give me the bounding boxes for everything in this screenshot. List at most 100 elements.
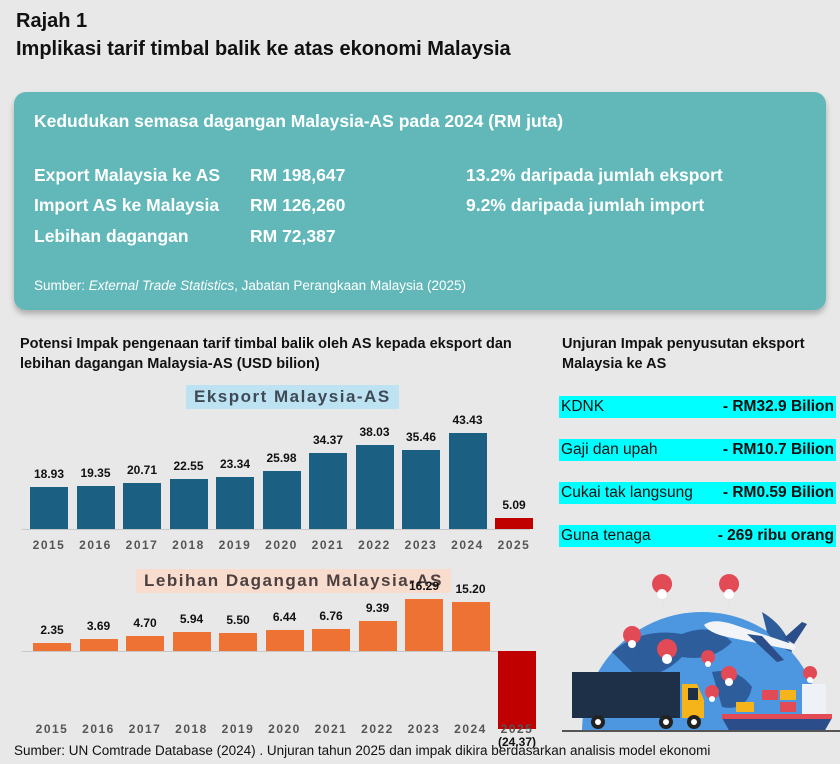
bar-2018 <box>172 631 211 651</box>
bar-value-label: 6.76 <box>319 609 343 624</box>
bar-value-label: 4.70 <box>133 615 157 630</box>
bar-2019 <box>216 477 254 529</box>
bar-2015 <box>30 486 68 529</box>
impact-panel-title: Unjuran Impak penyusutan eksport Malaysi… <box>562 336 805 372</box>
x-axis-tick: 2022 <box>361 722 394 736</box>
chart-baseline <box>22 651 530 652</box>
charts-section-title: Potensi Impak pengenaan tarif timbal bal… <box>20 336 512 372</box>
bar-2020 <box>262 471 301 529</box>
bar-2022 <box>355 444 394 529</box>
x-axis-tick: 2023 <box>407 722 441 736</box>
impact-value: - RM32.9 Bilion <box>722 398 834 415</box>
source-prefix: Sumber: <box>34 278 89 293</box>
impact-label: KDNK <box>561 398 605 415</box>
x-axis-tick: 2018 <box>175 722 208 736</box>
x-axis-tick: 2016 <box>79 538 112 552</box>
x-axis-tick: 2019 <box>218 538 252 552</box>
bar-2024 <box>448 432 487 529</box>
bar-2025 <box>495 517 533 529</box>
impact-value: - 269 ribu orang <box>717 527 834 544</box>
bar-value-label: 18.93 <box>33 466 65 481</box>
bar-2018 <box>169 478 208 529</box>
bar-2015 <box>33 643 71 651</box>
impact-row-kdnk: KDNK - RM32.9 Bilion <box>559 396 836 418</box>
x-axis-tick: 2021 <box>314 722 348 736</box>
bar-2016 <box>79 639 118 651</box>
bar-value-label: 9.39 <box>365 600 390 615</box>
bar-value-label: 16.29 <box>408 578 440 593</box>
logistics-illustration <box>562 572 840 732</box>
bar-2017 <box>126 635 164 651</box>
x-axis-tick: 2021 <box>311 538 345 552</box>
x-axis-tick: 2019 <box>221 722 255 736</box>
bar-2017 <box>123 483 161 529</box>
row-value: RM 126,260 <box>250 195 346 215</box>
bar-2020 <box>265 630 304 651</box>
bar-value-label: 15.20 <box>455 582 486 597</box>
bar-2021 <box>312 629 350 651</box>
x-axis-tick: 2025 <box>500 722 534 736</box>
bar-2016 <box>76 486 115 529</box>
x-axis-tick: 2024 <box>451 538 484 552</box>
bar-value-label: 3.69 <box>86 619 111 634</box>
page-title: Implikasi tarif timbal balik ke atas eko… <box>16 38 511 60</box>
x-axis-tick: 2017 <box>128 722 162 736</box>
row-value: RM 72,387 <box>250 226 336 246</box>
bar-value-label: 6.44 <box>272 610 297 625</box>
bar-value-label: 25.98 <box>266 451 297 466</box>
card-title: Kedudukan semasa dagangan Malaysia-AS pa… <box>34 111 564 131</box>
export-chart-title: Eksport Malaysia-AS <box>186 385 399 409</box>
impact-value: - RM10.7 Bilion <box>722 441 834 458</box>
bar-2019 <box>219 633 257 651</box>
bar-value-label: 5.50 <box>226 613 250 628</box>
source-suffix: , Jabatan Perangkaan Malaysia (2025) <box>234 278 466 293</box>
bar-value-label: 5.09 <box>502 497 526 512</box>
bar-value-label: 23.34 <box>219 457 251 472</box>
row-value: RM 198,647 <box>250 165 346 185</box>
impact-label: Cukai tak langsung <box>561 484 693 501</box>
trade-summary-card: Kedudukan semasa dagangan Malaysia-AS pa… <box>14 92 826 310</box>
card-source: Sumber: External Trade Statistics, Jabat… <box>34 278 466 293</box>
bar-value-label: 22.55 <box>173 458 204 473</box>
bar-value-label: 38.03 <box>359 424 390 439</box>
bar-value-label: 35.46 <box>405 430 437 445</box>
impact-row-wages: Gaji dan upah - RM10.7 Bilion <box>559 439 836 461</box>
bar-value-label: (24.37) <box>497 734 537 749</box>
x-axis-tick: 2024 <box>454 722 487 736</box>
row-label: Import AS ke Malaysia <box>34 195 220 215</box>
x-axis-tick: 2018 <box>172 538 205 552</box>
bar-value-label: 43.43 <box>452 412 483 427</box>
source-italic: External Trade Statistics <box>88 278 235 293</box>
bar-2021 <box>309 452 347 529</box>
chart-baseline <box>22 529 530 530</box>
x-axis-tick: 2020 <box>268 722 301 736</box>
x-axis-tick: 2022 <box>358 538 391 552</box>
bar-2025 <box>498 651 536 729</box>
impact-label: Gaji dan upah <box>561 441 658 458</box>
x-axis-tick: 2016 <box>82 722 115 736</box>
impact-row-indirect-tax: Cukai tak langsung - RM0.59 Bilion <box>559 482 836 504</box>
impact-row-employment: Guna tenaga - 269 ribu orang <box>559 525 836 547</box>
x-axis-tick: 2015 <box>35 722 69 736</box>
bar-value-label: 34.37 <box>312 432 344 447</box>
cargo-ship-icon <box>722 684 832 732</box>
bar-2023 <box>405 598 443 651</box>
x-axis-tick: 2025 <box>497 538 531 552</box>
bar-2024 <box>451 602 490 651</box>
bar-2023 <box>402 450 440 529</box>
footer-source: Sumber: UN Comtrade Database (2024) . Un… <box>14 743 711 758</box>
x-axis-tick: 2015 <box>32 538 66 552</box>
figure-label: Rajah 1 <box>16 10 88 32</box>
row-label: Lebihan dagangan <box>34 226 189 246</box>
bar-value-label: 2.35 <box>40 623 64 638</box>
x-axis-tick: 2023 <box>404 538 438 552</box>
surplus-chart-title: Lebihan Dagangan Malaysia-AS <box>136 569 451 593</box>
impact-label: Guna tenaga <box>561 527 651 544</box>
x-axis-tick: 2020 <box>265 538 298 552</box>
row-share: 9.2% daripada jumlah import <box>466 195 705 215</box>
row-share: 13.2% daripada jumlah eksport <box>466 165 723 185</box>
bar-value-label: 19.35 <box>80 466 111 481</box>
truck-icon <box>572 672 704 729</box>
x-axis-tick: 2017 <box>125 538 159 552</box>
bar-value-label: 5.94 <box>179 611 204 626</box>
